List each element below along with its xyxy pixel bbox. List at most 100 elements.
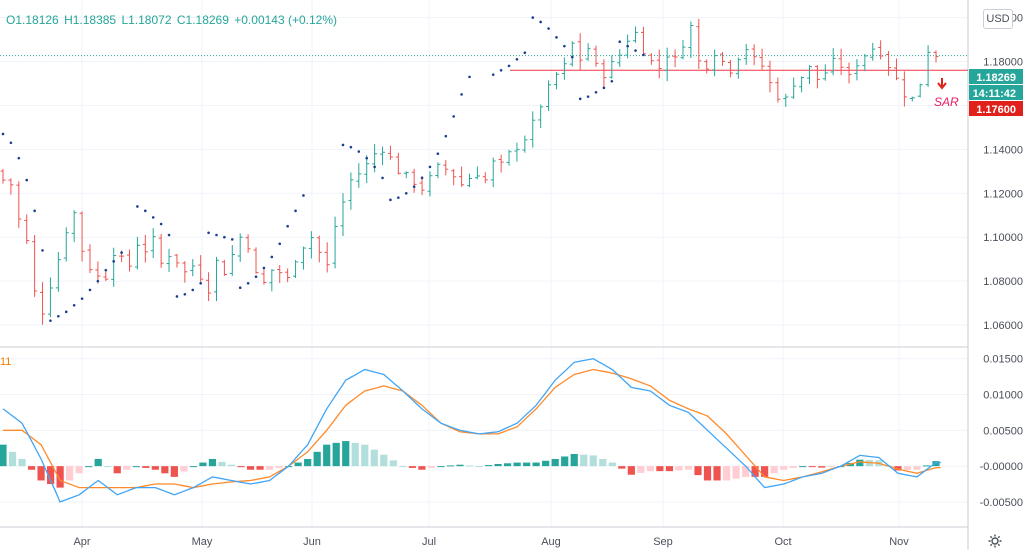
sar-dot xyxy=(9,141,13,145)
histogram-bar xyxy=(484,465,493,467)
histogram-bar xyxy=(503,463,512,467)
histogram-bar xyxy=(561,456,569,467)
histogram-bar xyxy=(618,466,626,469)
histogram-bar xyxy=(922,465,931,467)
histogram-bar xyxy=(542,460,550,467)
ohlc-legend: O1.18126 H1.18385 L1.18072 C1.18269 +0.0… xyxy=(6,13,339,27)
histogram-bar xyxy=(570,453,578,467)
sar-indicator-label: SAR xyxy=(934,95,959,109)
sar-dot xyxy=(555,36,558,39)
sar-dot xyxy=(199,282,202,285)
histogram-bar xyxy=(104,466,112,468)
histogram-bar xyxy=(475,466,483,468)
histogram-bar xyxy=(741,466,750,477)
macd-tick-label: -0.00000 xyxy=(980,461,1023,473)
sar-dot xyxy=(357,150,361,153)
histogram-bar xyxy=(199,462,207,467)
sar-dot xyxy=(468,75,471,79)
histogram-bar xyxy=(323,444,331,467)
open-value: O1.18126 xyxy=(6,13,59,27)
histogram-bar xyxy=(427,466,436,468)
candlestick-series xyxy=(0,18,939,325)
month-label: Aug xyxy=(541,536,561,548)
histogram-bar xyxy=(684,466,693,470)
sar-dot xyxy=(539,20,542,24)
sar-dot xyxy=(25,178,29,182)
main-pane-grid xyxy=(0,0,968,347)
sar-dot xyxy=(444,134,448,138)
histogram-bar xyxy=(456,464,464,467)
sar-dot xyxy=(104,268,108,272)
sar-dot xyxy=(578,97,582,101)
signal-line xyxy=(3,368,941,489)
histogram-bar xyxy=(808,466,816,468)
histogram-bar xyxy=(332,442,340,467)
histogram-bar xyxy=(47,466,55,485)
sar-dot xyxy=(563,44,566,48)
price-tick-label: 1.08000 xyxy=(983,276,1023,288)
currency-button[interactable]: USD xyxy=(983,9,1013,29)
histogram-bar xyxy=(113,466,121,474)
histogram-bar xyxy=(304,458,312,467)
sar-dot xyxy=(72,303,76,307)
macd-axis[interactable]: 0.01500 0.01000 0.00500 -0.00000 -0.00500 xyxy=(980,354,1023,509)
sar-dot xyxy=(96,279,100,283)
macd-line xyxy=(2,358,941,503)
histogram-bar xyxy=(380,454,388,467)
month-label: Nov xyxy=(889,536,909,548)
histogram-bar xyxy=(351,442,359,467)
month-label: May xyxy=(192,536,213,548)
sar-dot xyxy=(80,297,84,300)
histogram-bar xyxy=(818,466,826,468)
histogram-bar xyxy=(123,466,131,470)
histogram-bar xyxy=(694,466,702,476)
histogram-bar xyxy=(780,466,788,470)
macd-pane-grid xyxy=(0,348,968,527)
high-value: H1.18385 xyxy=(64,13,117,27)
sar-dot xyxy=(207,231,210,235)
histogram-bar xyxy=(8,451,17,467)
histogram-bar xyxy=(227,464,236,467)
last-price-value: 1.18269 xyxy=(976,72,1016,84)
histogram-bar xyxy=(180,466,188,472)
time-axis[interactable]: Apr May Jun Jul Aug Sep Oct Nov xyxy=(73,536,909,548)
sar-dot xyxy=(452,115,455,118)
price-axis[interactable]: 1.200001.180001.160001.140001.120001.100… xyxy=(983,13,1023,332)
price-tick-label: 1.18000 xyxy=(983,56,1023,68)
sar-dot xyxy=(270,255,274,259)
sar-dot xyxy=(436,152,440,156)
sar-dot xyxy=(223,235,226,239)
sar-dot xyxy=(64,310,68,314)
sar-dot xyxy=(49,319,52,322)
histogram-bar xyxy=(37,466,45,481)
sar-dot xyxy=(397,196,400,199)
month-label: Apr xyxy=(73,536,90,548)
sar-dot xyxy=(286,224,289,228)
histogram-bar xyxy=(646,466,654,472)
histogram-bar xyxy=(189,466,198,468)
sar-dot xyxy=(120,251,123,254)
sar-dot xyxy=(1,132,5,136)
histogram-bar xyxy=(770,466,778,474)
sar-dot xyxy=(531,16,535,19)
gear-icon[interactable] xyxy=(987,533,1003,549)
histogram-bar xyxy=(94,458,102,467)
histogram-bar xyxy=(246,466,255,470)
histogram-bar xyxy=(265,466,274,470)
histogram-bar xyxy=(408,466,416,468)
histogram-bar xyxy=(599,458,607,467)
sar-dot xyxy=(254,275,258,279)
sar-dot xyxy=(294,209,297,213)
sar-dot xyxy=(215,233,218,237)
histogram-bar xyxy=(608,462,616,467)
price-tick-label: 1.10000 xyxy=(983,232,1023,244)
sar-dot xyxy=(428,165,432,169)
sar-dot xyxy=(420,176,424,180)
sar-dot xyxy=(491,73,495,76)
histogram-bar xyxy=(294,462,302,467)
histogram-bar xyxy=(637,466,645,473)
month-label: Jun xyxy=(303,536,321,548)
histogram-bar xyxy=(675,466,683,471)
histogram-bar xyxy=(275,466,283,468)
